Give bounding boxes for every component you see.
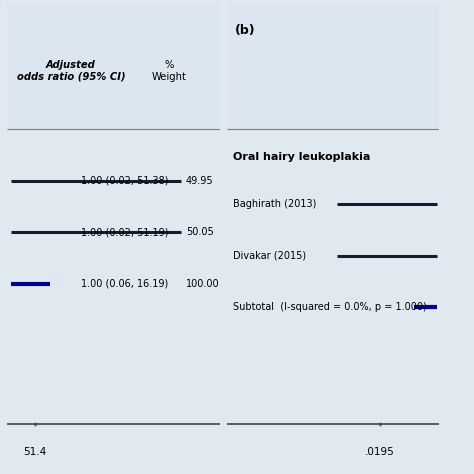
Text: Subtotal  (I-squared = 0.0%, p = 1.000): Subtotal (I-squared = 0.0%, p = 1.000) (233, 302, 427, 312)
FancyBboxPatch shape (227, 3, 439, 129)
Text: 51.4: 51.4 (23, 447, 46, 457)
Text: %
Weight: % Weight (151, 60, 186, 82)
FancyBboxPatch shape (7, 3, 220, 129)
Text: 1.00 (0.02, 51.19): 1.00 (0.02, 51.19) (82, 228, 169, 237)
Text: Divakar (2015): Divakar (2015) (233, 251, 306, 261)
Text: Oral hairy leukoplakia: Oral hairy leukoplakia (233, 152, 370, 163)
Text: Baghirath (2013): Baghirath (2013) (233, 199, 317, 209)
Text: .0195: .0195 (365, 447, 395, 457)
Text: 1.00 (0.02, 51.38): 1.00 (0.02, 51.38) (82, 176, 169, 186)
Text: 50.05: 50.05 (186, 228, 213, 237)
Text: Adjusted
odds ratio (95% CI): Adjusted odds ratio (95% CI) (17, 60, 125, 82)
Text: 100.00: 100.00 (186, 279, 219, 289)
Text: (b): (b) (235, 24, 256, 37)
Text: 49.95: 49.95 (186, 176, 213, 186)
Text: 1.00 (0.06, 16.19): 1.00 (0.06, 16.19) (82, 279, 169, 289)
